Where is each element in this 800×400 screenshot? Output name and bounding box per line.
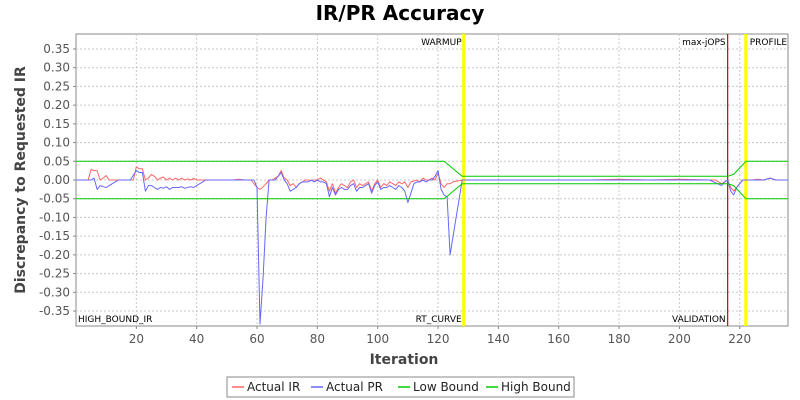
series [76, 160, 788, 325]
y-tick-label: -0.10 [39, 210, 70, 224]
y-tick-label: 0.35 [43, 42, 70, 56]
x-tick-label: 20 [129, 332, 144, 346]
y-tick-label: -0.35 [39, 304, 70, 318]
y-tick-label: 0.30 [43, 61, 70, 75]
chart-title: IR/PR Accuracy [316, 1, 485, 25]
x-tick-label: 40 [189, 332, 204, 346]
x-tick-label: 220 [728, 332, 751, 346]
marker-label-profile: PROFILE [750, 38, 788, 48]
marker-label-warmup: WARMUP [421, 38, 462, 48]
y-tick-label: 0.05 [43, 154, 70, 168]
y-tick-label: -0.25 [39, 267, 70, 281]
y-tick-label: 0.25 [43, 79, 70, 93]
y-tick-label: 0.20 [43, 98, 70, 112]
legend-label-actual-ir: Actual IR [247, 380, 300, 394]
marker-label-validation: VALIDATION [672, 315, 726, 325]
y-tick-label: 0.10 [43, 136, 70, 150]
legend-label-low-bound: Low Bound [413, 380, 479, 394]
x-tick-label: 200 [668, 332, 691, 346]
x-tick-label: 80 [310, 332, 325, 346]
y-tick-label: -0.05 [39, 192, 70, 206]
x-tick-label: 160 [547, 332, 570, 346]
x-tick-label: 120 [427, 332, 450, 346]
x-axis-label: Iteration [370, 352, 439, 368]
y-tick-label: -0.20 [39, 248, 70, 262]
x-tick-label: 180 [608, 332, 631, 346]
marker-label-rt_curve: RT_CURVE [416, 315, 462, 325]
legend-label-actual-pr: Actual PR [326, 380, 383, 394]
y-tick-label: -0.15 [39, 229, 70, 243]
series-line-high-bound [76, 160, 788, 177]
legend-label-high-bound: High Bound [501, 380, 571, 394]
series-line-low-bound [76, 183, 788, 200]
marker-label-high_bound_ir: HIGH_BOUND_IR [78, 315, 152, 325]
x-tick-label: 100 [366, 332, 389, 346]
y-tick-label: 0.00 [43, 173, 70, 187]
x-tick-label: 60 [249, 332, 264, 346]
marker-label-max-jops: max-jOPS [682, 38, 726, 48]
axis-ticks: 0.35 0.30 0.25 0.20 0.15 0.10 0.05 0.00 -0.05 -0.… [39, 42, 751, 346]
y-tick-label: 0.15 [43, 117, 70, 131]
x-tick-label: 140 [487, 332, 510, 346]
y-axis-label: Discrepancy to Requested IR [13, 66, 29, 294]
y-tick-label: -0.30 [39, 285, 70, 299]
series-line-actual-pr [76, 170, 788, 325]
legend: Actual IR Actual PR Low Bound High Bound [226, 376, 575, 398]
